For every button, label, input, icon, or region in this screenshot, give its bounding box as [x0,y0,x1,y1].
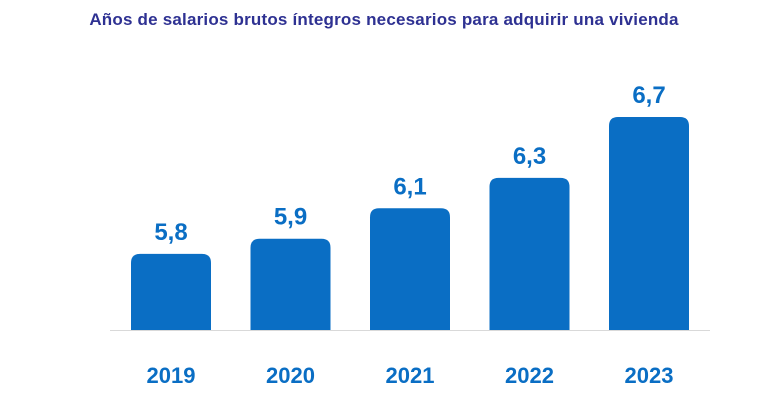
bar-2021 [370,208,450,330]
value-label-2021: 6,1 [393,173,426,200]
x-tick-label-2022: 2022 [505,363,554,388]
x-tick-label-2020: 2020 [266,363,315,388]
chart-title: Años de salarios brutos íntegros necesar… [89,10,679,29]
value-label-2023: 6,7 [632,82,665,109]
x-tick-label-2023: 2023 [625,363,674,388]
value-label-2020: 5,9 [274,204,307,231]
bar-2019 [131,253,211,330]
bar-2022 [489,177,570,330]
value-labels-group: 5,8 5,9 6,1 6,3 6,7 [154,82,665,246]
bars-group [131,117,689,330]
bar-2023 [609,117,689,330]
x-tick-labels-group: 2019 2020 2021 2022 2023 [147,363,674,388]
value-label-2019: 5,8 [154,219,187,246]
bar-2020 [250,238,331,330]
value-label-2022: 6,3 [513,143,546,170]
x-tick-label-2019: 2019 [147,363,196,388]
x-tick-label-2021: 2021 [386,363,435,388]
